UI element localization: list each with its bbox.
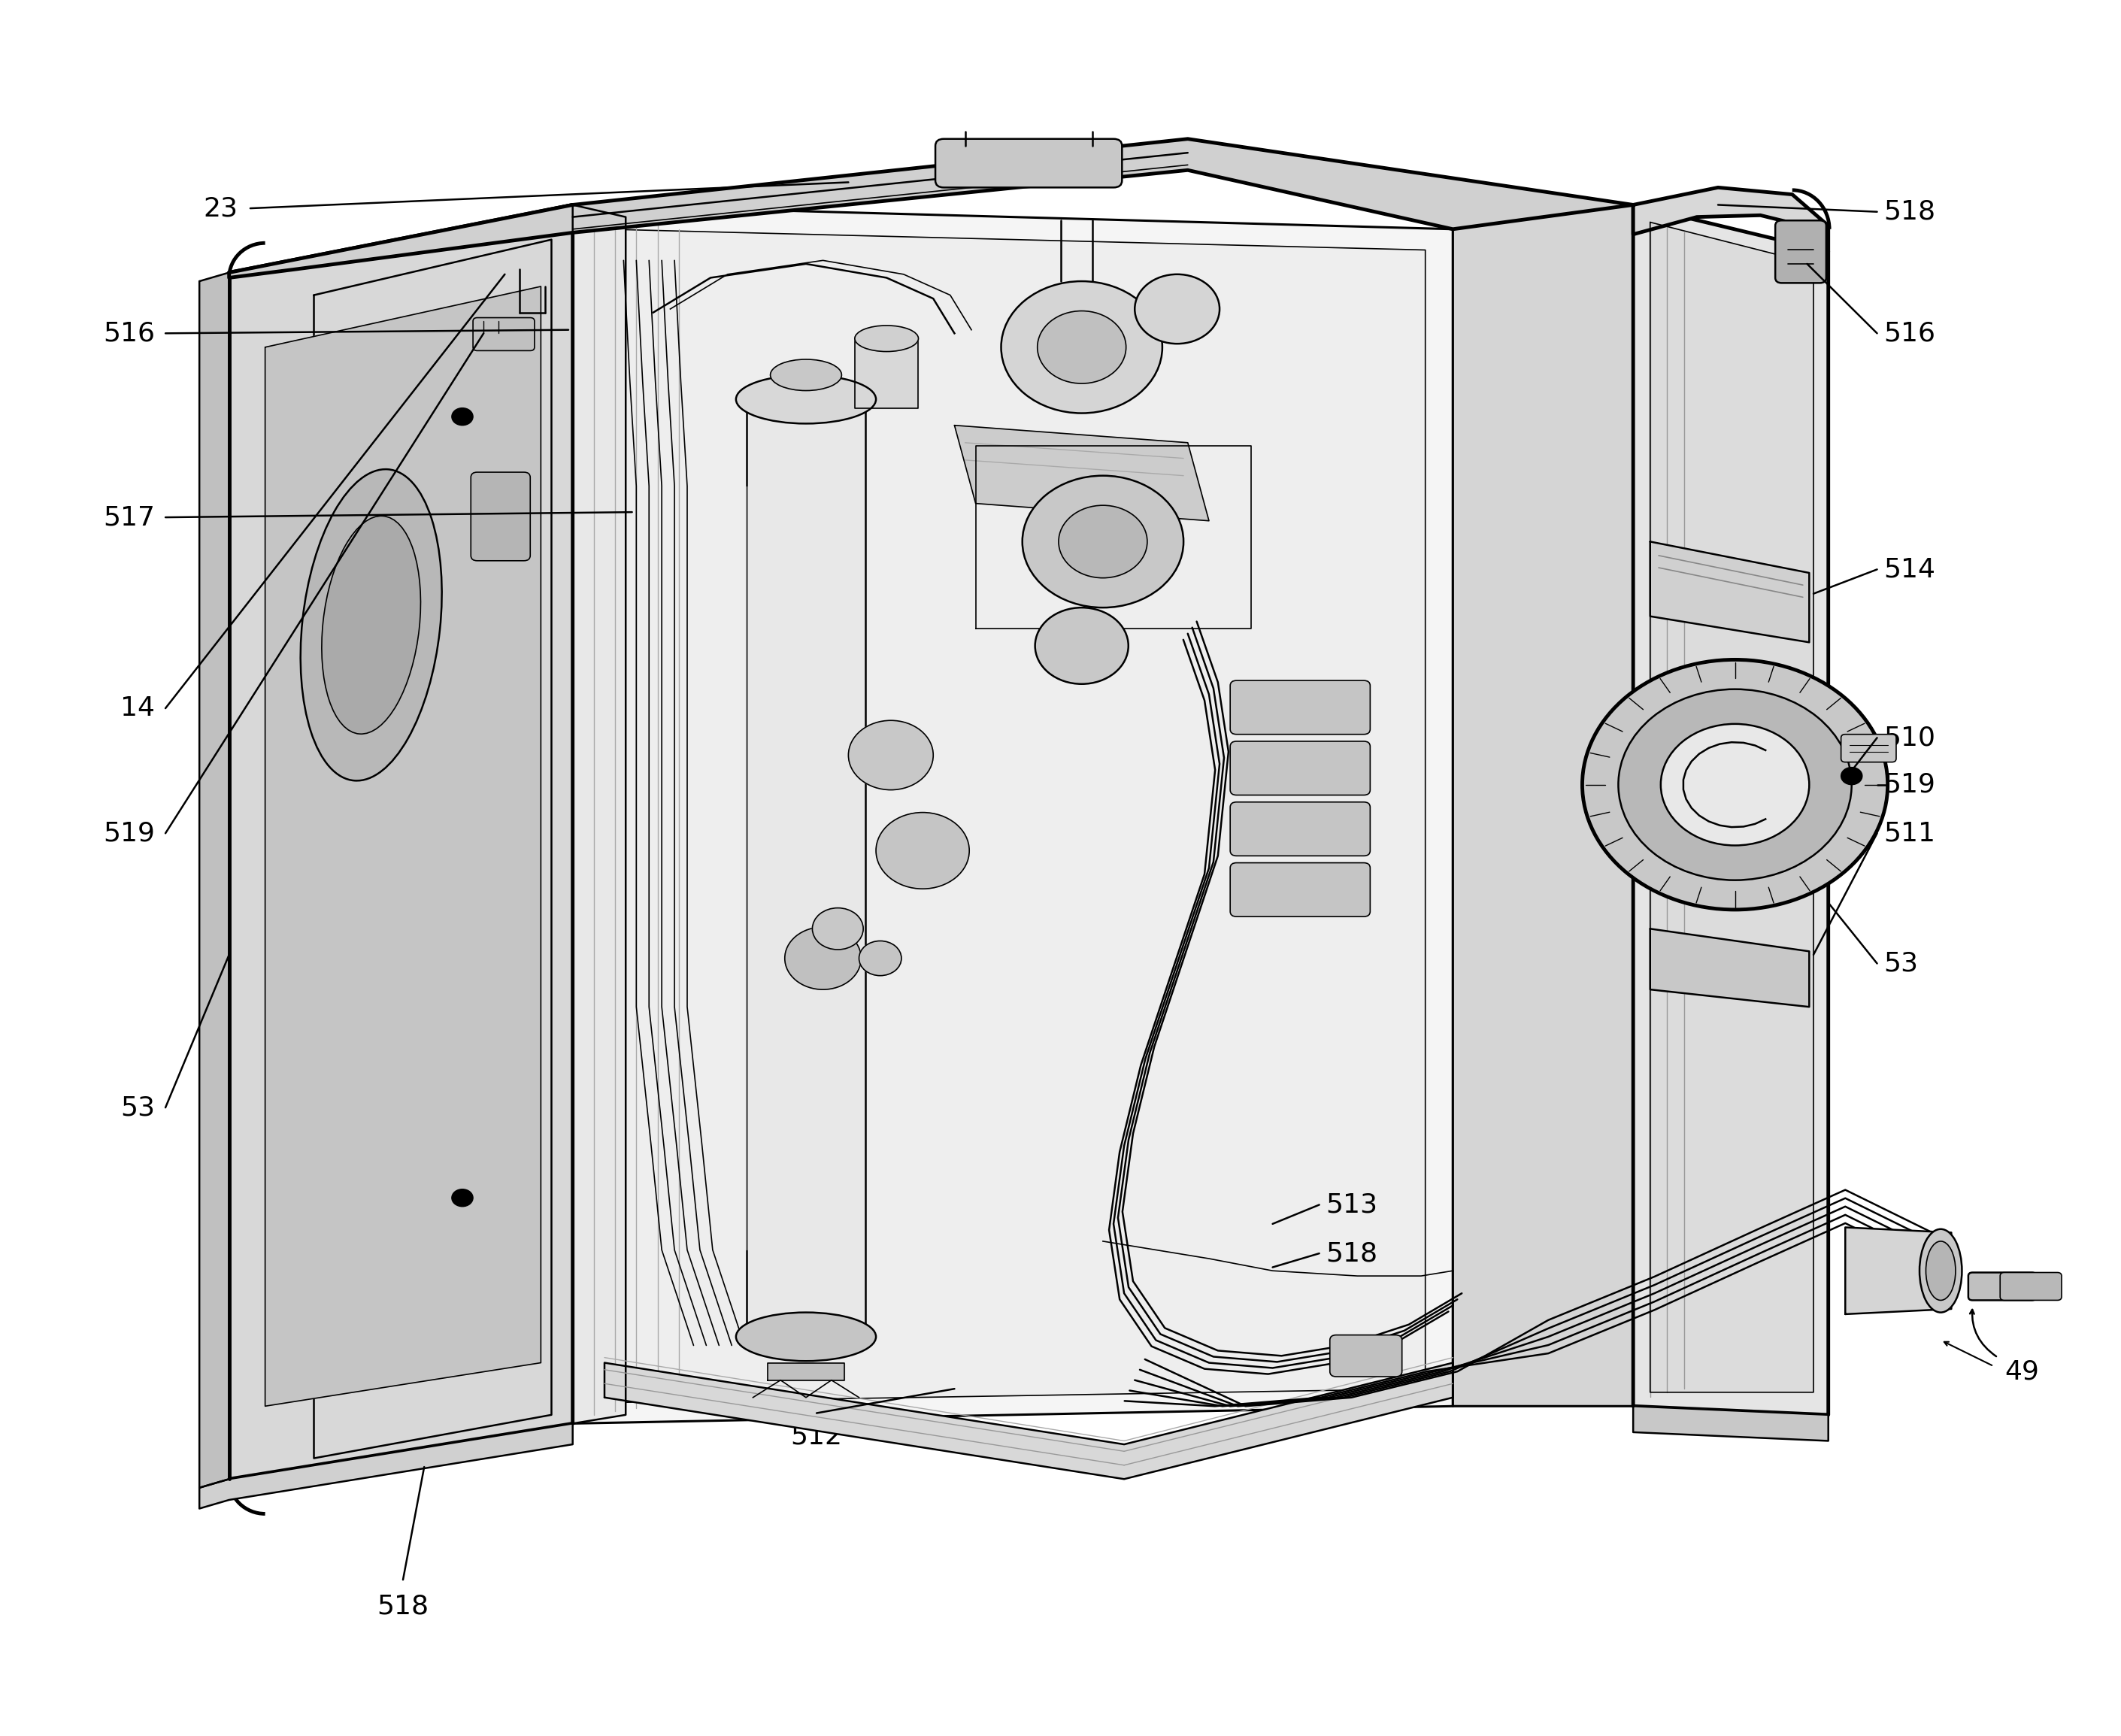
Text: 517: 517 [104,505,155,529]
Text: 514: 514 [1883,557,1934,582]
Polygon shape [768,1363,844,1380]
FancyBboxPatch shape [1230,681,1370,734]
Polygon shape [229,139,1633,278]
FancyBboxPatch shape [1230,863,1370,917]
Circle shape [848,720,933,790]
Ellipse shape [736,1312,876,1361]
Polygon shape [229,205,573,1479]
Circle shape [1582,660,1888,910]
Polygon shape [573,205,626,1424]
Ellipse shape [301,469,441,781]
Circle shape [1661,724,1809,845]
Circle shape [1058,505,1147,578]
Text: 511: 511 [1883,821,1934,845]
Text: 49: 49 [2004,1359,2038,1384]
Text: 518: 518 [1883,200,1936,224]
FancyBboxPatch shape [1330,1335,1402,1377]
Ellipse shape [736,375,876,424]
Circle shape [452,1189,473,1207]
Text: 518: 518 [1326,1241,1379,1266]
Text: 510: 510 [1883,726,1934,750]
Text: 519: 519 [1883,773,1934,797]
Polygon shape [1650,929,1809,1007]
Circle shape [1022,476,1184,608]
Polygon shape [1650,222,1813,1392]
FancyBboxPatch shape [473,318,534,351]
Polygon shape [265,286,541,1406]
FancyBboxPatch shape [935,139,1122,187]
Polygon shape [855,339,918,408]
Text: 516: 516 [1883,321,1934,345]
FancyBboxPatch shape [471,472,530,561]
Circle shape [1841,767,1862,785]
FancyBboxPatch shape [1230,741,1370,795]
Polygon shape [573,205,1453,1424]
Circle shape [1035,608,1128,684]
Polygon shape [1650,542,1809,642]
Text: 53: 53 [1883,951,1917,976]
Polygon shape [1845,1227,1951,1314]
Circle shape [1135,274,1220,344]
FancyBboxPatch shape [1841,734,1896,762]
FancyBboxPatch shape [1775,220,1826,283]
Ellipse shape [322,516,420,734]
FancyBboxPatch shape [1968,1272,2036,1300]
FancyBboxPatch shape [2000,1272,2062,1300]
Ellipse shape [855,325,918,351]
Circle shape [1001,281,1162,413]
Polygon shape [199,273,229,1488]
Circle shape [785,927,861,990]
Text: 513: 513 [1326,1193,1377,1217]
Circle shape [1618,689,1852,880]
Polygon shape [314,240,551,1458]
Text: 518: 518 [378,1594,428,1620]
Polygon shape [1633,205,1828,1415]
Ellipse shape [1926,1241,1956,1300]
Polygon shape [229,205,573,1479]
Circle shape [812,908,863,950]
Circle shape [1037,311,1126,384]
Text: 512: 512 [791,1424,842,1450]
Text: 14: 14 [121,696,155,720]
Text: 516: 516 [104,321,155,345]
Polygon shape [604,229,1425,1403]
FancyBboxPatch shape [1230,802,1370,856]
Ellipse shape [770,359,842,391]
Text: 519: 519 [104,821,155,845]
Ellipse shape [1920,1229,1962,1312]
Text: 53: 53 [121,1095,155,1120]
Polygon shape [954,425,1209,521]
Polygon shape [1633,187,1828,252]
Circle shape [859,941,901,976]
Circle shape [452,408,473,425]
Polygon shape [747,399,865,1337]
Polygon shape [1453,205,1633,1406]
Polygon shape [1633,1406,1828,1441]
Polygon shape [604,1363,1453,1479]
Text: 23: 23 [204,196,238,220]
Polygon shape [199,1424,573,1509]
Circle shape [876,812,969,889]
